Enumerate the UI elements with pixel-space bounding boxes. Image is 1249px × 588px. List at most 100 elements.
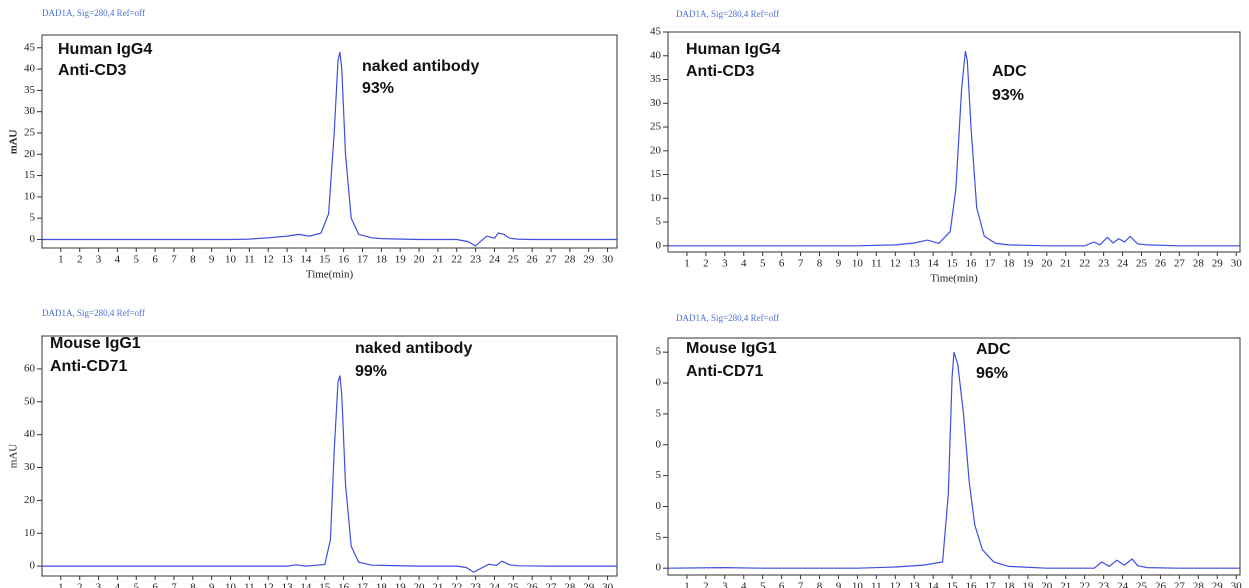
x-tick-label: 13 xyxy=(282,582,294,588)
x-tick-label: 16 xyxy=(966,581,978,588)
x-tick-label: 8 xyxy=(817,581,823,588)
annotation: naked antibody xyxy=(355,340,472,357)
y-tick-label: 0 xyxy=(656,239,662,251)
x-tick-label: 21 xyxy=(432,254,443,266)
annotation: 93% xyxy=(362,80,394,97)
x-tick-label: 22 xyxy=(451,254,462,266)
y-axis-label: mAU xyxy=(8,444,20,469)
x-tick-label: 4 xyxy=(115,582,121,588)
chromatogram-trace xyxy=(42,375,617,573)
y-tick-label: 0 xyxy=(656,500,662,512)
x-tick-label: 14 xyxy=(300,582,312,588)
y-tick-label: 15 xyxy=(24,169,36,181)
x-tick-label: 9 xyxy=(209,582,215,588)
y-tick-label: 30 xyxy=(24,461,36,473)
x-tick-label: 1 xyxy=(58,582,64,588)
x-tick-label: 16 xyxy=(338,582,350,588)
annotation: Anti-CD71 xyxy=(686,363,763,380)
x-tick-label: 14 xyxy=(928,581,940,588)
x-tick-label: 12 xyxy=(263,582,274,588)
x-tick-label: 10 xyxy=(852,258,864,270)
x-tick-label: 18 xyxy=(1003,258,1015,270)
y-tick-label: 5 xyxy=(656,407,662,419)
x-tick-label: 2 xyxy=(77,582,83,588)
x-tick-label: 5 xyxy=(134,254,140,266)
x-tick-label: 12 xyxy=(890,258,901,270)
x-tick-label: 6 xyxy=(779,258,785,270)
x-tick-label: 27 xyxy=(1174,581,1186,588)
x-tick-label: 21 xyxy=(1060,581,1071,588)
x-tick-label: 11 xyxy=(244,254,255,266)
y-axis-label: mAU xyxy=(8,130,20,155)
x-tick-label: 9 xyxy=(836,258,842,270)
x-tick-label: 14 xyxy=(300,254,312,266)
x-tick-label: 23 xyxy=(1098,258,1110,270)
x-tick-label: 24 xyxy=(489,582,501,588)
annotation: Anti-CD71 xyxy=(50,358,127,375)
signal-header: DAD1A, Sig=280,4 Ref=off xyxy=(676,313,779,323)
plot-frame xyxy=(667,337,1241,576)
x-tick-label: 14 xyxy=(928,258,940,270)
y-tick-label: 30 xyxy=(650,97,662,109)
x-tick-label: 30 xyxy=(602,254,614,266)
annotation: Human IgG4 xyxy=(686,41,780,58)
x-tick-label: 2 xyxy=(703,581,709,588)
chromatogram-trace xyxy=(667,352,1240,569)
x-tick-label: 13 xyxy=(909,581,921,588)
x-tick-label: 1 xyxy=(58,254,64,266)
x-tick-label: 25 xyxy=(1136,258,1148,270)
x-tick-label: 30 xyxy=(1231,581,1243,588)
x-tick-label: 19 xyxy=(1022,258,1034,270)
plot-frame xyxy=(41,335,618,577)
x-tick-label: 3 xyxy=(96,582,102,588)
y-axis-label: mAU xyxy=(8,129,20,154)
x-tick-label: 12 xyxy=(263,254,274,266)
x-tick-label: 18 xyxy=(376,582,388,588)
y-tick-label: 10 xyxy=(24,527,36,539)
x-tick-label: 30 xyxy=(602,582,614,588)
x-tick-label: 11 xyxy=(871,581,882,588)
y-tick-label: 25 xyxy=(650,121,662,133)
y-tick-label: 20 xyxy=(650,144,662,156)
x-tick-label: 8 xyxy=(190,254,196,266)
x-tick-label: 23 xyxy=(470,582,482,588)
x-tick-label: 26 xyxy=(1155,581,1167,588)
annotation: Anti-CD3 xyxy=(58,62,127,79)
x-tick-label: 26 xyxy=(527,254,539,266)
x-tick-label: 17 xyxy=(984,581,996,588)
y-tick-label: 5 xyxy=(30,212,36,224)
x-tick-label: 15 xyxy=(319,254,331,266)
y-tick-label: 5 xyxy=(656,531,662,543)
x-tick-label: 27 xyxy=(546,254,558,266)
x-tick-label: 2 xyxy=(77,254,83,266)
y-tick-label: 45 xyxy=(650,26,662,38)
y-tick-label: 40 xyxy=(650,49,662,61)
x-tick-label: 1 xyxy=(684,581,690,588)
annotation: 96% xyxy=(976,365,1008,382)
x-tick-label: 20 xyxy=(414,254,426,266)
x-tick-label: 20 xyxy=(414,582,426,588)
x-tick-label: 5 xyxy=(134,582,140,588)
y-tick-label: 30 xyxy=(24,105,36,117)
x-tick-label: 18 xyxy=(1003,581,1015,588)
x-tick-label: 20 xyxy=(1041,581,1053,588)
x-tick-label: 15 xyxy=(947,258,959,270)
x-tick-label: 29 xyxy=(1212,258,1224,270)
x-tick-label: 23 xyxy=(470,254,482,266)
x-tick-label: 19 xyxy=(395,582,407,588)
x-tick-label: 26 xyxy=(527,582,539,588)
annotation: ADC xyxy=(976,341,1011,358)
plot-frame xyxy=(667,31,1241,253)
x-axis-label: Time(min) xyxy=(930,273,978,285)
x-tick-label: 30 xyxy=(1231,258,1243,270)
chromatogram-trace xyxy=(668,50,1240,247)
y-tick-label: 20 xyxy=(24,148,36,160)
y-tick-label: 20 xyxy=(24,494,36,506)
x-tick-label: 13 xyxy=(282,254,294,266)
y-tick-label: 0 xyxy=(30,560,36,572)
y-tick-label: 10 xyxy=(650,192,662,204)
x-tick-label: 5 xyxy=(760,258,766,270)
x-tick-label: 21 xyxy=(1060,258,1071,270)
x-tick-label: 3 xyxy=(722,258,728,270)
y-tick-label: 5 xyxy=(656,469,662,481)
